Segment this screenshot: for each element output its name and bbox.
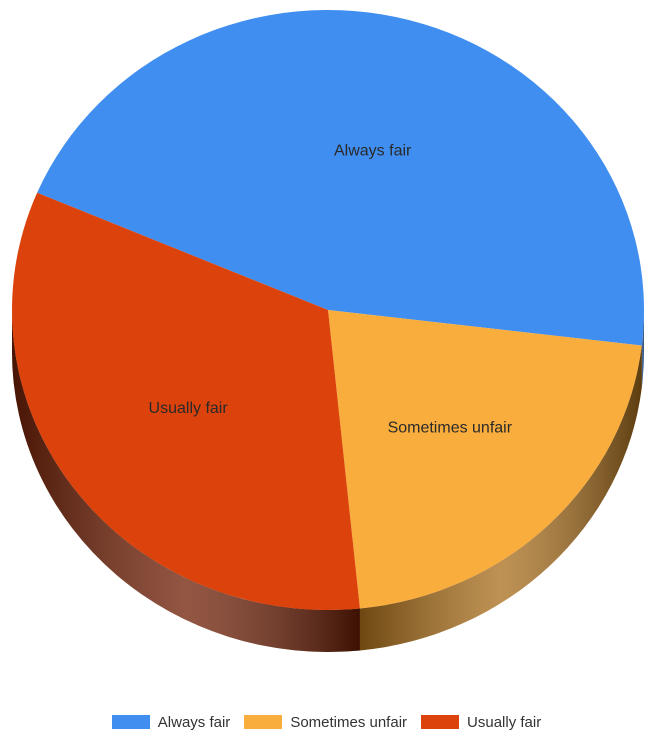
legend-label: Sometimes unfair	[290, 713, 408, 731]
pie-side-shading	[359, 345, 642, 651]
legend: Always fair Sometimes unfair Usually fai…	[0, 707, 653, 737]
pie-chart: Always fair Sometimes unfair Usually fair	[11, 9, 644, 652]
pie-side-shading	[641, 310, 644, 388]
legend-item-always-fair[interactable]: Always fair	[111, 713, 231, 731]
legend-swatch	[421, 715, 460, 729]
slice-label-usually-fair: Usually fair	[149, 400, 229, 417]
legend-swatch	[111, 715, 150, 729]
pie-slices	[11, 9, 644, 611]
slice-label-always-fair: Always fair	[334, 143, 412, 160]
legend-label: Always fair	[157, 713, 231, 731]
legend-item-sometimes-unfair[interactable]: Sometimes unfair	[244, 714, 407, 731]
pie-slice-always-fair[interactable]	[37, 9, 644, 346]
pie-slice-usually-fair[interactable]	[11, 192, 360, 611]
pie-slice-sometimes-unfair[interactable]	[328, 310, 642, 609]
slice-labels: Always fair Sometimes unfair Usually fair	[149, 143, 513, 437]
slice-label-sometimes-unfair: Sometimes unfair	[388, 420, 513, 437]
pie-side-shading	[12, 310, 360, 652]
pie-depth	[12, 310, 644, 652]
legend-label: Usually fair	[467, 713, 542, 731]
legend-item-usually-fair[interactable]: Usually fair	[421, 714, 541, 731]
legend-swatch	[244, 715, 283, 729]
